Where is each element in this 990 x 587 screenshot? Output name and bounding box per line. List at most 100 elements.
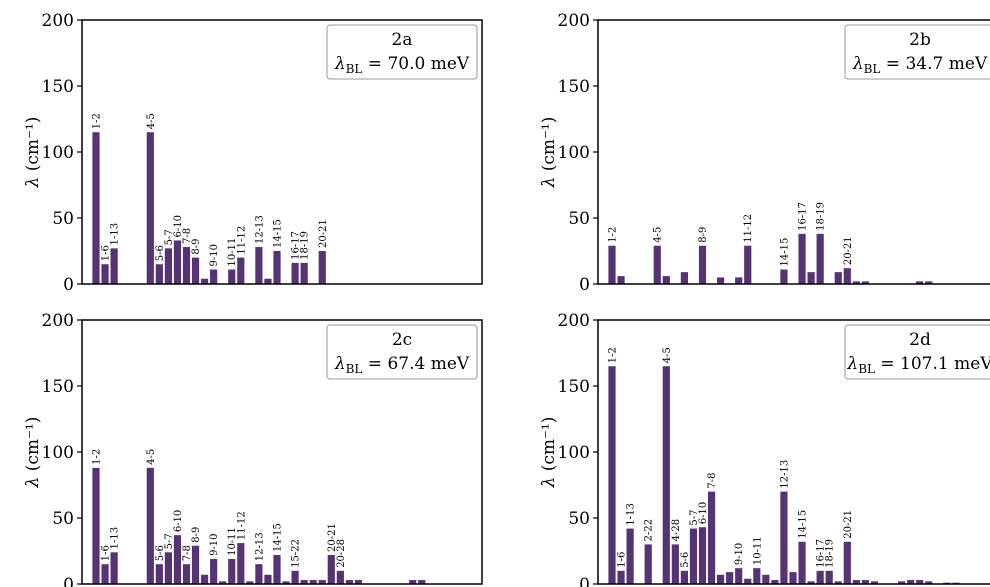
bar-2c-26 xyxy=(354,580,363,584)
bar-2b-0 xyxy=(608,245,616,284)
bar-2b-8 xyxy=(744,245,752,284)
bar-label-2c-13: 11-12 xyxy=(236,511,247,540)
bar-2d-25 xyxy=(852,580,860,584)
bar-label-2d-4: 4-5 xyxy=(662,347,673,363)
bar-2a-12 xyxy=(237,257,245,284)
bar-2d-10 xyxy=(717,574,725,584)
bar-2c-13 xyxy=(237,543,245,584)
bar-2a-18 xyxy=(318,251,326,284)
bar-2b-14 xyxy=(843,268,851,284)
bar-label-2a-7: 7-8 xyxy=(182,228,193,244)
bar-label-2a-12: 11-12 xyxy=(236,226,247,255)
bar-2a-2 xyxy=(110,248,118,284)
bar-2a-11 xyxy=(228,269,236,284)
bar-2c-19 xyxy=(291,570,299,584)
bar-2d-7 xyxy=(689,528,698,584)
legend-box xyxy=(844,24,990,80)
bar-2c-24 xyxy=(336,570,344,584)
bar-label-2d-2: 1-13 xyxy=(626,503,637,525)
bar-label-2c-19: 15-22 xyxy=(291,539,302,568)
bar-label-2b-8: 11-12 xyxy=(743,214,754,243)
bar-2d-0 xyxy=(608,366,616,584)
bar-label-2d-14: 10-11 xyxy=(752,536,763,565)
bar-2a-9 xyxy=(201,278,209,284)
bar-2c-28 xyxy=(418,580,426,584)
bar-2a-10 xyxy=(210,269,218,284)
bar-2b-2 xyxy=(653,245,661,284)
bar-label-2a-16: 16-17 xyxy=(291,231,302,260)
y-tick-label-2a-0: 0 xyxy=(63,275,74,295)
y-tick-label-2d-150: 150 xyxy=(558,377,590,397)
bar-label-2c-10: 9-10 xyxy=(209,533,220,555)
bar-label-2c-23: 20-21 xyxy=(327,523,338,552)
bar-label-2d-19: 14-15 xyxy=(798,510,809,539)
bar-2c-25 xyxy=(345,580,353,584)
bar-label-2b-14: 20-21 xyxy=(843,236,854,265)
bar-label-2a-13: 12-13 xyxy=(254,215,265,244)
y-tick-label-2d-200: 200 xyxy=(558,311,590,331)
bar-2a-5 xyxy=(164,248,172,284)
bar-2a-7 xyxy=(182,247,191,284)
bar-2d-15 xyxy=(762,574,770,584)
bar-label-2c-5: 5-7 xyxy=(164,533,175,549)
bar-label-2d-7: 5-7 xyxy=(689,509,700,525)
bar-2c-17 xyxy=(273,554,281,584)
bar-2c-27 xyxy=(409,580,417,584)
panel-2d: 1-2 1-6 1-13 2-22 4-5 4-28 5-6 5-76-10 7-8 9-10 10… xyxy=(539,311,990,587)
bar-label-2a-18: 20-21 xyxy=(318,219,329,248)
y-tick-label-2b-150: 150 xyxy=(558,77,590,97)
bar-2a-6 xyxy=(173,240,182,284)
legend-box xyxy=(326,24,478,80)
bar-2d-13 xyxy=(744,578,752,584)
bar-2d-30 xyxy=(916,580,924,584)
y-axis-label-2c: λ (cm⁻¹) xyxy=(23,417,43,489)
bar-2c-21 xyxy=(309,580,317,584)
bar-2d-12 xyxy=(735,568,743,584)
legend-box xyxy=(844,324,990,380)
bar-2b-16 xyxy=(861,281,869,284)
y-tick-label-2d-50: 50 xyxy=(568,509,590,529)
panel-2a: 1-2 1-61-13 4-5 5-65-76-107-88-9 9-10 10-1111… xyxy=(23,11,483,295)
bar-label-2d-9: 7-8 xyxy=(707,472,718,488)
bar-2b-5 xyxy=(698,245,707,284)
bar-2a-16 xyxy=(291,262,299,284)
legend-2c: 2c λBL = 67.4 meV xyxy=(326,324,478,380)
bar-2d-2 xyxy=(626,528,634,584)
bar-2a-17 xyxy=(300,262,308,284)
bar-2b-18 xyxy=(925,281,933,284)
bar-label-2a-11: 10-11 xyxy=(227,238,238,267)
bar-label-2b-9: 14-15 xyxy=(779,238,790,267)
legend-2a: 2a λBL = 70.0 meV xyxy=(326,24,478,80)
y-tick-label-2a-200: 200 xyxy=(42,11,74,31)
bar-label-2c-2: 1-13 xyxy=(110,527,121,549)
bar-2b-9 xyxy=(780,269,788,284)
bar-label-2c-12: 10-11 xyxy=(227,527,238,556)
bar-2b-15 xyxy=(852,281,860,284)
bar-2d-24 xyxy=(843,541,851,584)
bar-2a-8 xyxy=(191,257,200,284)
bar-2a-13 xyxy=(255,247,263,284)
bar-label-2c-1: 1-6 xyxy=(101,545,112,561)
y-tick-label-2c-150: 150 xyxy=(42,377,74,397)
bar-label-2d-0: 1-2 xyxy=(608,347,619,363)
bar-2d-17 xyxy=(780,491,788,584)
bar-label-2a-17: 18-19 xyxy=(300,231,311,260)
bar-label-2c-24: 20-28 xyxy=(336,539,347,568)
y-tick-label-2b-50: 50 xyxy=(568,209,590,229)
bar-label-2d-21: 16-17 xyxy=(816,539,827,568)
bar-label-2b-5: 8-9 xyxy=(698,227,709,243)
bar-2c-2 xyxy=(110,552,118,584)
y-tick-label-2c-100: 100 xyxy=(42,443,74,463)
bar-2d-28 xyxy=(898,581,906,584)
bar-2c-1 xyxy=(101,564,109,584)
bar-label-2d-6: 5-6 xyxy=(680,552,691,568)
bar-2b-10 xyxy=(798,233,806,284)
bar-label-2b-12: 18-19 xyxy=(816,202,827,231)
legend-value: λBL = 34.7 meV xyxy=(852,54,988,76)
bar-2b-7 xyxy=(735,277,743,284)
bar-2a-1 xyxy=(101,264,109,284)
y-axis-label-2a: λ (cm⁻¹) xyxy=(23,117,43,189)
bar-2a-0 xyxy=(92,132,100,284)
bar-2d-27 xyxy=(870,581,879,584)
